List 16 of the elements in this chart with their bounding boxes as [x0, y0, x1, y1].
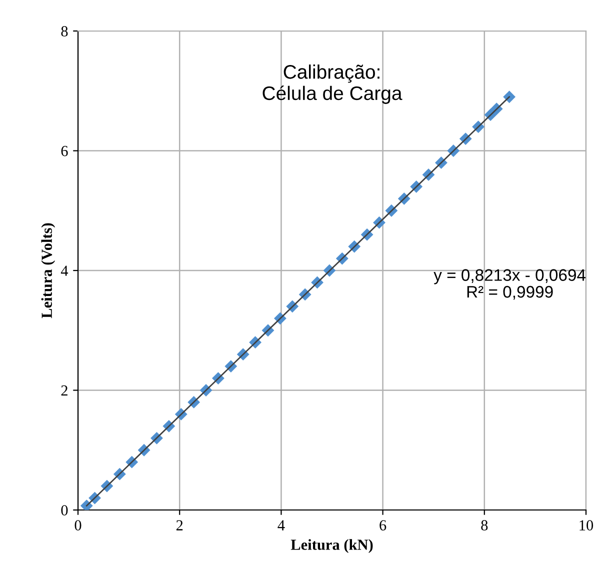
text: Calibração: Célula de Carga	[262, 64, 402, 104]
x-tick-label: 4	[278, 520, 285, 530]
x-tick-label: 2	[176, 520, 183, 530]
y-tick-label: 0	[61, 505, 68, 516]
y-tick-label: 8	[61, 26, 68, 36]
x-tick-label: 10	[580, 520, 594, 530]
y-tick-label: 4	[60, 266, 68, 276]
annotation: y = 0,8213x - 0,0694 R² = 0,9999	[434, 269, 586, 300]
y-axis-title: Leitura (Volts)	[41, 223, 56, 318]
x-axis-title: Leitura (kN)	[290, 539, 373, 553]
y-tick-label: 6	[61, 146, 68, 156]
x-tick-label: 0	[74, 520, 82, 530]
point	[503, 90, 516, 104]
y-tick-label: 2	[61, 385, 68, 396]
x-tick-label: 6	[380, 520, 386, 530]
x-tick-label: 8	[481, 520, 488, 530]
